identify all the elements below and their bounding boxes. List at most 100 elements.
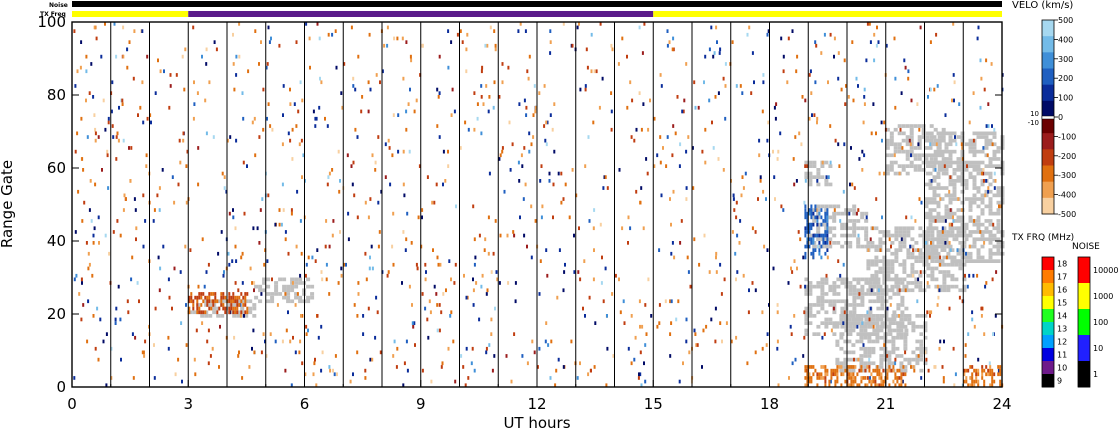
ground-scatter-cell — [248, 299, 253, 304]
velocity-cell — [983, 379, 986, 384]
scatter-pixel — [570, 339, 573, 344]
scatter-pixel — [536, 365, 539, 369]
ground-scatter-cell — [940, 215, 945, 220]
scatter-pixel — [447, 346, 450, 351]
velocity-cell — [866, 365, 869, 369]
ground-scatter-cell — [872, 292, 877, 296]
scatter-pixel — [914, 219, 917, 223]
txfreq-tick-label: 9 — [1057, 377, 1062, 386]
scatter-pixel — [991, 124, 993, 128]
scatter-pixel — [715, 255, 717, 260]
ground-scatter-cell — [875, 332, 880, 336]
velocity-cell — [196, 306, 199, 311]
ground-scatter-cell — [816, 175, 821, 179]
ground-scatter-cell — [932, 248, 937, 252]
scatter-pixel — [328, 365, 331, 369]
scatter-pixel — [930, 310, 933, 315]
scatter-pixel — [547, 343, 550, 347]
scatter-pixel — [736, 233, 739, 238]
ground-scatter-cell — [840, 277, 845, 282]
ground-scatter-cell — [844, 241, 849, 245]
ground-scatter-cell — [930, 259, 935, 263]
ground-scatter-cell — [286, 295, 291, 300]
scatter-pixel — [685, 186, 688, 190]
scatter-pixel — [404, 248, 407, 252]
ground-scatter-cell — [836, 204, 841, 209]
scatter-pixel — [242, 160, 245, 165]
scatter-pixel — [751, 281, 754, 285]
scatter-pixel — [241, 91, 244, 95]
scatter-pixel — [403, 361, 406, 366]
velocity-cell — [812, 237, 815, 242]
ground-scatter-cell — [905, 142, 910, 147]
ground-scatter-cell — [894, 248, 899, 252]
scatter-pixel — [99, 317, 102, 322]
velocity-cell — [812, 241, 815, 245]
ground-scatter-cell — [885, 146, 890, 150]
ground-scatter-cell — [298, 295, 303, 300]
scatter-pixel — [799, 237, 802, 242]
scatter-pixel — [325, 262, 328, 267]
ground-scatter-cell — [933, 142, 938, 147]
velocity-cell — [808, 208, 811, 212]
scatter-pixel — [855, 211, 858, 216]
velocity-cell — [808, 230, 811, 234]
scatter-pixel — [296, 189, 299, 194]
scatter-pixel — [331, 168, 334, 172]
scatter-pixel — [357, 54, 360, 59]
scatter-pixel — [289, 138, 292, 143]
x-axis-label: UT hours — [503, 414, 570, 432]
scatter-pixel — [866, 310, 869, 315]
ground-scatter-cell — [851, 343, 856, 347]
ground-scatter-cell — [937, 164, 942, 168]
ground-scatter-cell — [859, 335, 864, 340]
scatter-pixel — [920, 376, 923, 380]
scatter-pixel — [911, 273, 914, 278]
ground-scatter-cell — [976, 186, 981, 190]
scatter-pixel — [74, 230, 77, 234]
scatter-pixel — [435, 292, 438, 296]
velocity-cell — [812, 233, 815, 238]
velocity-cell — [812, 248, 815, 252]
scatter-pixel — [853, 357, 855, 362]
ground-scatter-cell — [887, 328, 892, 333]
scatter-pixel — [510, 379, 513, 384]
scatter-pixel — [367, 80, 370, 85]
ground-scatter-cell — [948, 182, 953, 187]
ground-scatter-cell — [992, 193, 997, 198]
ground-scatter-cell — [918, 248, 923, 252]
ground-scatter-cell — [899, 361, 904, 366]
ground-scatter-cell — [944, 193, 949, 198]
ground-scatter-cell — [925, 138, 930, 143]
scatter-pixel — [601, 255, 603, 260]
scatter-pixel — [857, 357, 860, 362]
scatter-pixel — [670, 299, 673, 304]
ground-scatter-cell — [928, 197, 933, 201]
ground-scatter-cell — [956, 160, 961, 165]
ground-scatter-cell — [808, 288, 813, 293]
scatter-pixel — [73, 376, 76, 380]
velocity-cell — [977, 383, 980, 388]
ground-scatter-cell — [844, 281, 849, 285]
ground-scatter-cell — [960, 179, 965, 183]
ground-scatter-cell — [996, 186, 1001, 190]
scatter-pixel — [924, 350, 927, 355]
velocity-cell — [852, 383, 855, 388]
ground-scatter-cell — [897, 164, 902, 168]
scatter-pixel — [345, 262, 347, 267]
ground-scatter-cell — [870, 273, 875, 278]
velocity-cell — [804, 204, 807, 209]
ground-scatter-cell — [874, 255, 879, 260]
scatter-pixel — [157, 58, 159, 63]
scatter-pixel — [762, 73, 765, 77]
ground-scatter-cell — [929, 138, 934, 143]
scatter-pixel — [987, 186, 990, 190]
ground-scatter-cell — [968, 149, 973, 154]
scatter-pixel — [715, 251, 718, 256]
scatter-pixel — [901, 146, 904, 150]
scatter-pixel — [889, 303, 892, 307]
scatter-pixel — [397, 113, 400, 117]
scatter-pixel — [104, 127, 107, 132]
scatter-pixel — [606, 346, 609, 351]
ground-scatter-cell — [832, 303, 837, 307]
